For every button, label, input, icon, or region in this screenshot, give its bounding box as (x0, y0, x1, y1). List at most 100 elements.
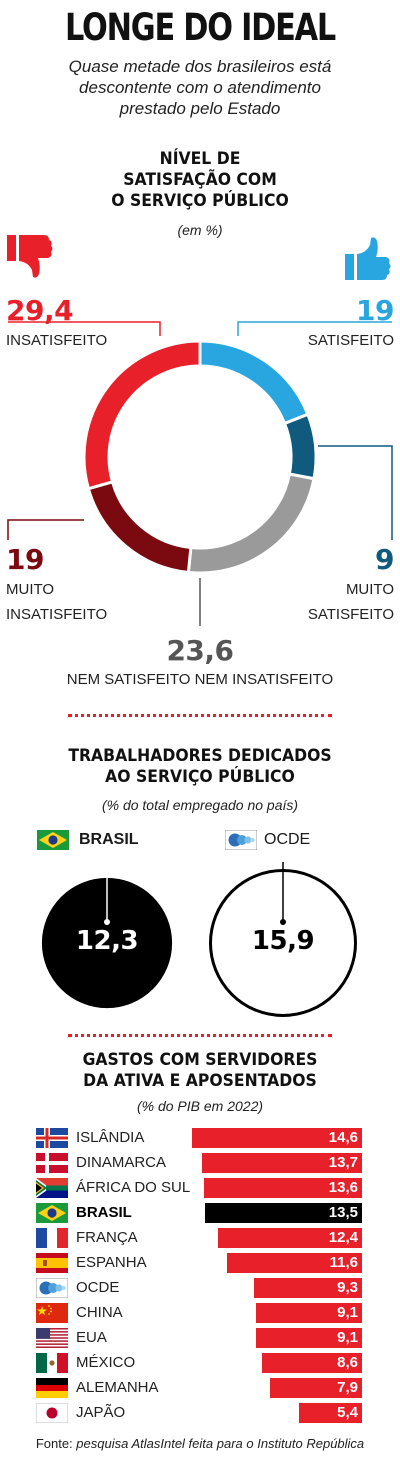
muito-satisfeito-label-1: MUITO (345, 581, 394, 598)
thumbs-down-icon (7, 235, 53, 278)
section3-title-line-2: DA ATIVA E APOSENTADOS (83, 1071, 317, 1091)
subtitle-line-2: descontente com o atendimento (79, 78, 321, 97)
subtitle-line-3: prestado pelo Estado (119, 99, 281, 118)
muito-insatisfeito-value: 19 (6, 543, 44, 576)
south-africa-flag-icon (36, 1178, 68, 1198)
page-title: LONGE DO IDEAL (65, 6, 336, 49)
country-label: CHINA (76, 1304, 123, 1321)
brazil-flag-icon (37, 830, 69, 850)
donut-slice-0 (198, 339, 310, 426)
donut-slice-3 (86, 479, 193, 575)
donut-slice-4 (82, 339, 202, 491)
satisfeito-label: SATISFEITO (307, 332, 394, 349)
iceland-flag-icon (36, 1128, 68, 1148)
satisfeito-value: 19 (356, 294, 394, 327)
source-note: Fonte: pesquisa AtlasIntel feita para o … (0, 1436, 400, 1451)
bar: 7,9 (270, 1378, 362, 1398)
bar: 13,6 (203, 1178, 362, 1198)
section-divider-1 (68, 714, 332, 717)
section2-unit: (% do total empregado no país) (101, 797, 299, 813)
country-label: ALEMANHA (76, 1379, 159, 1396)
section3-title-line-1: GASTOS COM SERVIDORES (82, 1050, 318, 1070)
bar: 8,6 (261, 1353, 362, 1373)
bar: 5,4 (299, 1403, 362, 1423)
bar-value-label: 5,4 (337, 1404, 358, 1421)
bar: 9,3 (253, 1278, 362, 1298)
bar: 13,7 (202, 1153, 362, 1173)
nem-value: 23,6 (166, 634, 234, 667)
donut-slice-2 (186, 472, 316, 575)
brasil-workers-value: 12,3 (75, 926, 139, 956)
bar: 12,4 (217, 1228, 362, 1248)
brasil-label: BRASIL (79, 831, 139, 848)
bar: 13,5 (204, 1203, 362, 1223)
germany-flag-icon (36, 1378, 68, 1398)
insatisfeito-label: INSATISFEITO (6, 332, 108, 349)
country-label: BRASIL (76, 1204, 132, 1221)
bar: 9,1 (256, 1328, 362, 1348)
china-flag-icon (36, 1303, 68, 1323)
france-flag-icon (36, 1228, 68, 1248)
muito-satisfeito-value: 9 (375, 543, 394, 576)
section-divider-2 (68, 1034, 332, 1037)
section1-title-line-1: NÍVEL DE (159, 149, 241, 169)
insatisfeito-value: 29,4 (6, 294, 74, 327)
bar-value-label: 9,3 (337, 1279, 358, 1296)
subtitle-line-1: Quase metade dos brasileiros está (68, 57, 332, 76)
bar-value-label: 12,4 (328, 1229, 358, 1246)
country-label: FRANÇA (76, 1229, 138, 1246)
bar-value-label: 13,5 (328, 1204, 358, 1221)
section1-title-line-2: SATISFAÇÃO COM (123, 170, 277, 190)
ocde-label: OCDE (264, 831, 311, 848)
denmark-flag-icon (36, 1153, 68, 1173)
usa-flag-icon (36, 1328, 68, 1348)
source-text: pesquisa AtlasIntel feita para o Institu… (76, 1436, 365, 1451)
donut-slice-1 (282, 412, 318, 481)
bar: 11,6 (226, 1253, 362, 1273)
brasil-circle (41, 877, 173, 1009)
bar-value-label: 7,9 (337, 1379, 358, 1396)
bar-value-label: 11,6 (329, 1254, 358, 1271)
muito-satisfeito-label-2: SATISFEITO (307, 606, 394, 623)
country-label: OCDE (76, 1279, 120, 1296)
section3-unit: (% do PIB em 2022) (136, 1098, 264, 1114)
satisfaction-donut-chart (7, 321, 393, 626)
bar: 9,1 (256, 1303, 362, 1323)
country-label: ISLÂNDIA (76, 1129, 145, 1146)
leader-line-insatisfeito (8, 321, 161, 336)
country-label: EUA (76, 1329, 107, 1346)
section2-title-line-2: AO SERVIÇO PÚBLICO (105, 767, 295, 787)
bar-value-label: 13,6 (328, 1179, 358, 1196)
source-prefix: Fonte: (35, 1436, 73, 1451)
bar-value-label: 9,1 (337, 1304, 358, 1321)
country-label: MÉXICO (76, 1354, 136, 1371)
workers-circles-chart (41, 862, 357, 1017)
country-label: ÁFRICA DO SUL (76, 1179, 191, 1196)
japan-flag-icon (36, 1403, 68, 1423)
bar: 14,6 (192, 1128, 362, 1148)
brasil-leader-dot (104, 919, 110, 925)
country-label: DINAMARCA (76, 1154, 167, 1171)
section1-title-line-3: O SERVIÇO PÚBLICO (111, 191, 289, 211)
bar-value-label: 14,6 (328, 1129, 358, 1146)
bar-value-label: 8,6 (337, 1354, 358, 1371)
muito-insatisfeito-label-1: MUITO (6, 581, 55, 598)
section2-title-line-1: TRABALHADORES DEDICADOS (68, 746, 332, 766)
brazil-flag-icon-small (36, 1203, 68, 1223)
country-label: ESPANHA (76, 1254, 147, 1271)
bar-value-label: 13,7 (328, 1154, 358, 1171)
muito-insatisfeito-label-2: INSATISFEITO (6, 606, 108, 623)
thumbs-up-icon (345, 237, 391, 280)
oecd-logo-icon (225, 830, 257, 850)
leader-line-satisfeito (237, 321, 392, 336)
bar-value-label: 9,1 (337, 1329, 358, 1346)
country-label: JAPÃO (76, 1404, 126, 1421)
leader-line-muito-satisfeito (318, 445, 393, 540)
oecd-logo-icon-small (36, 1278, 68, 1298)
nem-label: NEM SATISFEITO NEM INSATISFEITO (66, 671, 334, 688)
spain-flag-icon (36, 1253, 68, 1273)
section1-unit: (em %) (177, 222, 223, 238)
ocde-leader-dot (280, 919, 286, 925)
ocde-workers-value: 15,9 (251, 926, 315, 956)
mexico-flag-icon (36, 1353, 68, 1373)
